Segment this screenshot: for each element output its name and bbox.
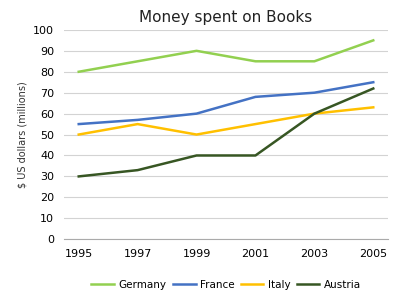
Legend: Germany, France, Italy, Austria: Germany, France, Italy, Austria xyxy=(87,276,365,294)
Italy xyxy=(76,133,81,136)
Germany xyxy=(371,39,376,42)
Germany xyxy=(194,49,199,53)
Italy xyxy=(312,112,317,115)
Italy xyxy=(371,106,376,109)
Title: Money spent on Books: Money spent on Books xyxy=(139,10,313,25)
Y-axis label: $ US dollars (millions): $ US dollars (millions) xyxy=(18,81,28,188)
Line: Germany: Germany xyxy=(79,40,373,72)
Line: Italy: Italy xyxy=(79,107,373,135)
Austria xyxy=(135,168,140,172)
Italy xyxy=(253,122,258,126)
Austria xyxy=(312,112,317,115)
France xyxy=(253,95,258,99)
France xyxy=(76,122,81,126)
Germany xyxy=(253,60,258,63)
Austria xyxy=(253,154,258,157)
Austria xyxy=(371,87,376,90)
Italy xyxy=(135,122,140,126)
Line: Austria: Austria xyxy=(79,89,373,176)
France xyxy=(194,112,199,115)
Austria xyxy=(194,154,199,157)
France xyxy=(312,91,317,94)
Austria xyxy=(76,175,81,178)
France xyxy=(371,80,376,84)
Germany xyxy=(312,60,317,63)
France xyxy=(135,118,140,122)
Germany xyxy=(135,60,140,63)
Germany xyxy=(76,70,81,74)
Line: France: France xyxy=(79,82,373,124)
Italy xyxy=(194,133,199,136)
